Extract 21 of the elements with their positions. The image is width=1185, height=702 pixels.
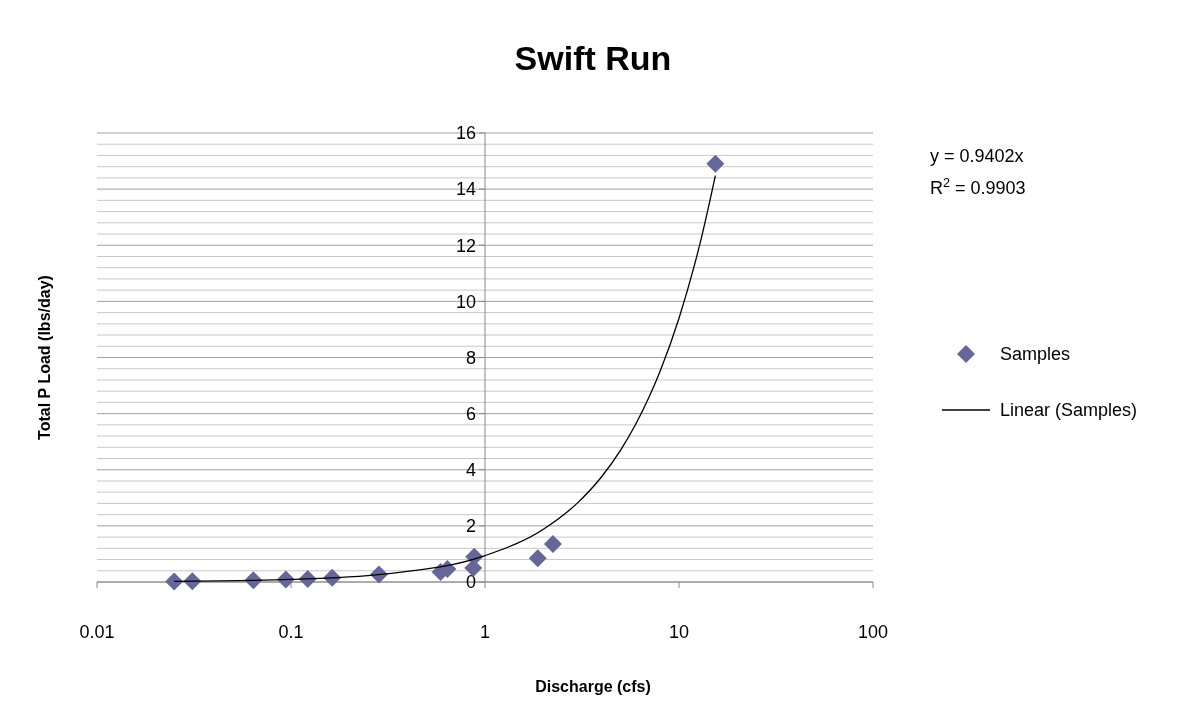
- text: y = 0.9402x: [930, 146, 1024, 166]
- y-tick-label: 2: [465, 516, 476, 537]
- y-tick-label: 8: [465, 347, 476, 368]
- y-axis-title: Total P Load (lbs/day): [36, 275, 53, 440]
- y-tick-label: 10: [455, 291, 476, 312]
- x-tick-label: 1: [479, 622, 491, 642]
- y-tick-label: 14: [455, 179, 476, 200]
- x-tick-label: 10: [668, 622, 690, 642]
- legend-label: Linear (Samples): [1000, 400, 1138, 421]
- y-tick-label: 0: [465, 572, 476, 593]
- y-tick-label: 16: [455, 123, 476, 144]
- y-tick-label: 12: [455, 235, 476, 256]
- x-tick-label: 0.01: [79, 622, 115, 642]
- chart-title: Swift Run: [514, 39, 672, 77]
- legend-label: Samples: [1000, 344, 1071, 365]
- y-tick-label: 4: [465, 460, 476, 481]
- x-tick-label: 100: [857, 622, 889, 642]
- x-axis-title: Discharge (cfs): [535, 678, 651, 695]
- y-tick-label: 6: [465, 403, 476, 424]
- text: R$^{2}$ = 0.9903: [930, 176, 1026, 198]
- x-tick-label: 0.1: [278, 622, 304, 642]
